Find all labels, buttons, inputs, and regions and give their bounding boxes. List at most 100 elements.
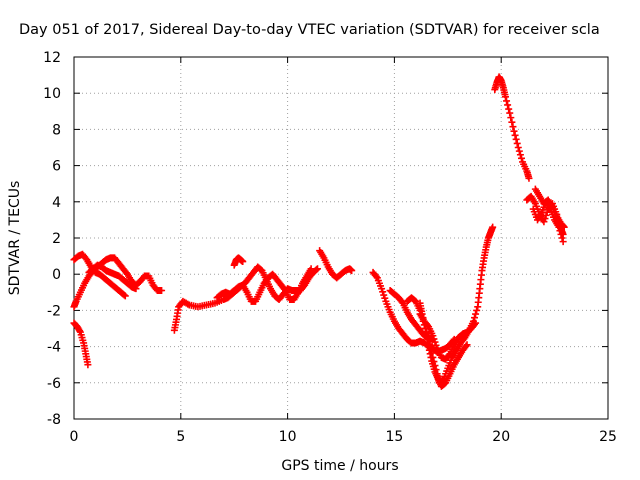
data-point bbox=[158, 286, 166, 294]
data-point bbox=[312, 266, 320, 274]
data-point bbox=[239, 258, 247, 266]
data-point bbox=[501, 93, 509, 101]
data-point bbox=[121, 292, 129, 300]
data-point bbox=[556, 227, 564, 235]
data-point bbox=[472, 310, 480, 318]
data-point bbox=[445, 351, 453, 359]
data-point bbox=[76, 327, 84, 335]
data-point bbox=[432, 341, 440, 349]
data-point bbox=[472, 319, 480, 327]
data-point bbox=[557, 230, 565, 238]
data-point bbox=[424, 338, 432, 346]
data-point bbox=[429, 332, 437, 340]
x-tick-label: 15 bbox=[385, 429, 403, 445]
data-point bbox=[431, 338, 439, 346]
data-point bbox=[471, 314, 478, 322]
x-tick-label: 5 bbox=[176, 429, 185, 445]
y-tick-label: 0 bbox=[52, 267, 61, 283]
x-tick-label: 0 bbox=[70, 429, 79, 445]
data-series bbox=[70, 73, 568, 390]
data-point bbox=[420, 317, 428, 325]
series-arc-4 bbox=[213, 265, 315, 305]
series-arc-5 bbox=[230, 254, 247, 269]
x-tick-label: 20 bbox=[492, 429, 510, 445]
series-arc-7 bbox=[369, 268, 458, 356]
data-point bbox=[507, 114, 515, 122]
data-point bbox=[422, 329, 430, 337]
data-point bbox=[381, 294, 389, 302]
data-point bbox=[517, 154, 525, 162]
data-point bbox=[540, 218, 548, 226]
data-point bbox=[471, 320, 478, 328]
y-tick-label: 10 bbox=[43, 86, 61, 102]
y-tick-label: 12 bbox=[43, 50, 61, 66]
data-point bbox=[379, 288, 387, 296]
data-point bbox=[541, 215, 549, 223]
series-arc-6 bbox=[316, 247, 356, 282]
data-point bbox=[558, 234, 566, 242]
y-tick-label: 8 bbox=[52, 122, 61, 138]
y-tick-label: -4 bbox=[47, 340, 61, 356]
data-point bbox=[314, 265, 322, 273]
series-arc-10 bbox=[416, 310, 480, 363]
data-point bbox=[513, 139, 521, 147]
grid bbox=[74, 57, 608, 419]
data-point bbox=[84, 361, 92, 369]
y-tick-label: 2 bbox=[52, 231, 61, 247]
series-arc-1b bbox=[70, 254, 166, 311]
chart-title: Day 051 of 2017, Sidereal Day-to-day VTE… bbox=[19, 22, 600, 38]
data-point bbox=[560, 223, 568, 231]
data-point bbox=[462, 342, 470, 350]
data-point bbox=[525, 174, 533, 182]
data-point bbox=[380, 291, 388, 299]
data-point bbox=[425, 346, 433, 354]
axis-ticks: 0 5 10 15 20 25 -8 -6 -4 -2 0 2 4 6 8 10 12 bbox=[43, 50, 617, 445]
y-axis-label: SDTVAR / TECUs bbox=[7, 181, 23, 296]
data-point bbox=[503, 97, 511, 105]
x-axis-label: GPS time / hours bbox=[281, 458, 398, 474]
data-point bbox=[505, 105, 513, 113]
series-arc-11 bbox=[416, 299, 471, 390]
data-point bbox=[504, 101, 512, 109]
y-tick-label: 4 bbox=[52, 195, 61, 211]
series-arc-1c bbox=[85, 261, 140, 293]
x-tick-label: 25 bbox=[599, 429, 617, 445]
data-point bbox=[489, 223, 497, 231]
data-point bbox=[423, 334, 431, 342]
data-point bbox=[515, 147, 523, 155]
data-point bbox=[132, 285, 140, 293]
series-arc-9 bbox=[403, 223, 497, 387]
data-point bbox=[418, 310, 426, 318]
data-point bbox=[508, 118, 516, 126]
data-point bbox=[421, 325, 429, 332]
data-point bbox=[511, 131, 519, 139]
data-point bbox=[426, 350, 434, 358]
data-point bbox=[510, 127, 518, 135]
data-point bbox=[378, 285, 386, 293]
data-point bbox=[559, 222, 567, 230]
data-point bbox=[307, 265, 315, 273]
data-point bbox=[430, 335, 438, 343]
data-point bbox=[473, 306, 481, 314]
data-point bbox=[427, 353, 435, 361]
x-tick-label: 10 bbox=[279, 429, 297, 445]
data-point bbox=[516, 151, 524, 159]
data-point bbox=[372, 272, 380, 280]
data-point bbox=[421, 321, 429, 329]
data-point bbox=[542, 211, 550, 219]
data-point bbox=[559, 238, 567, 246]
y-tick-label: -8 bbox=[47, 412, 61, 428]
data-point bbox=[509, 123, 517, 131]
y-tick-label: -2 bbox=[47, 303, 61, 319]
y-tick-label: -6 bbox=[47, 376, 61, 392]
data-point bbox=[514, 144, 522, 151]
data-point bbox=[120, 291, 128, 299]
series-arc-2 bbox=[70, 319, 92, 369]
series-arc-12 bbox=[491, 73, 533, 182]
y-tick-label: 6 bbox=[52, 159, 61, 175]
data-point bbox=[425, 343, 433, 351]
data-point bbox=[419, 314, 427, 322]
data-point bbox=[463, 341, 471, 349]
series-arc-15 bbox=[531, 185, 568, 231]
